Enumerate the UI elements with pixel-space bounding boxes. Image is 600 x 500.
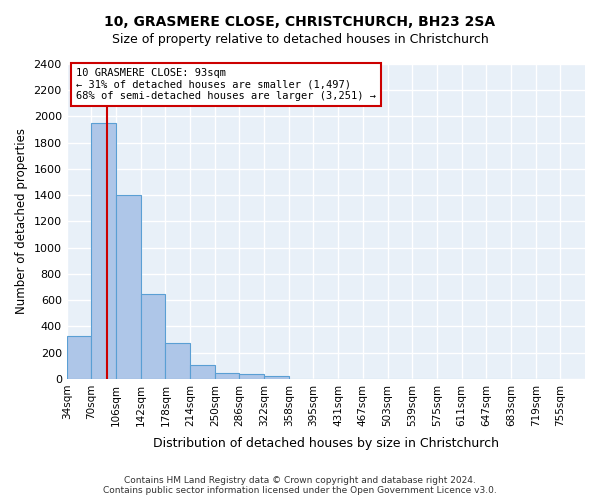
Bar	[91, 123, 116, 379]
Text: 10, GRASMERE CLOSE, CHRISTCHURCH, BH23 2SA: 10, GRASMERE CLOSE, CHRISTCHURCH, BH23 2…	[104, 15, 496, 29]
Bar	[239, 374, 264, 379]
Bar	[215, 372, 239, 379]
Bar	[166, 343, 190, 379]
Text: 10 GRASMERE CLOSE: 93sqm
← 31% of detached houses are smaller (1,497)
68% of sem: 10 GRASMERE CLOSE: 93sqm ← 31% of detach…	[76, 68, 376, 101]
Text: Contains HM Land Registry data © Crown copyright and database right 2024.
Contai: Contains HM Land Registry data © Crown c…	[103, 476, 497, 495]
Bar	[264, 376, 289, 379]
Y-axis label: Number of detached properties: Number of detached properties	[15, 128, 28, 314]
Bar	[190, 365, 215, 379]
Text: Size of property relative to detached houses in Christchurch: Size of property relative to detached ho…	[112, 32, 488, 46]
Bar	[116, 195, 141, 379]
X-axis label: Distribution of detached houses by size in Christchurch: Distribution of detached houses by size …	[153, 437, 499, 450]
Bar	[141, 294, 166, 379]
Bar	[67, 336, 91, 379]
